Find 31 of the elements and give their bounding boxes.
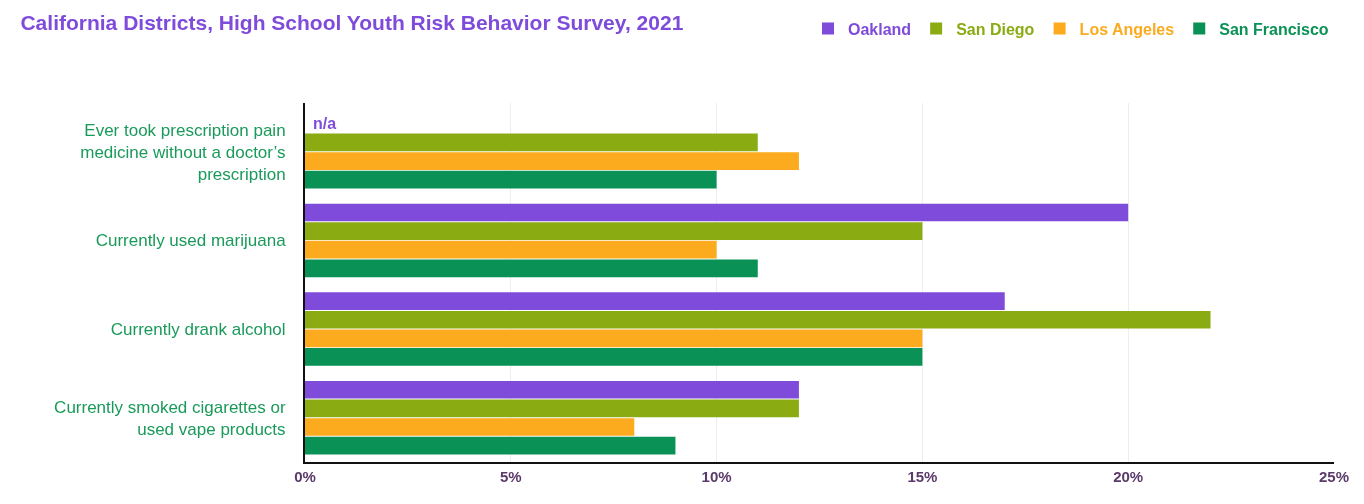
y-tick-label: Currently used marijuana <box>95 231 287 251</box>
bar <box>305 436 676 455</box>
bar <box>305 222 923 240</box>
x-tick-label: 20% <box>1113 468 1144 485</box>
annotation: n/a <box>313 115 337 132</box>
bar <box>305 170 717 189</box>
x-tick-label: 5% <box>499 468 522 485</box>
bar <box>305 133 758 152</box>
y-tick-label: Currently smoked cigarettes or used vape products <box>54 397 286 439</box>
x-tick-label: 15% <box>907 468 938 485</box>
bar <box>305 399 799 418</box>
bar <box>305 292 1005 310</box>
bar <box>305 329 923 348</box>
bar <box>305 310 1211 329</box>
bar <box>305 203 1129 222</box>
x-tick-label: 10% <box>701 468 732 485</box>
legend-label: San Diego <box>956 20 1035 38</box>
legend-label: San Francisco <box>1219 20 1329 38</box>
bar <box>305 152 799 170</box>
bar <box>305 418 635 436</box>
y-tick-label: Currently drank alcohol <box>110 319 286 339</box>
bar <box>305 259 758 278</box>
x-tick-label: 25% <box>1318 468 1350 485</box>
y-tick-label: Ever took prescription pain medicine without a doctor’s prescription <box>80 120 286 184</box>
chart-title: California Districts, High School Youth Risk Behavior Survey, 2021 <box>20 10 684 34</box>
bar <box>305 348 923 366</box>
bar <box>305 380 799 399</box>
bar <box>305 240 717 259</box>
legend-label: Los Angeles <box>1079 20 1175 38</box>
legend-label: Oakland <box>848 20 912 38</box>
x-tick-label: 0% <box>294 468 316 485</box>
